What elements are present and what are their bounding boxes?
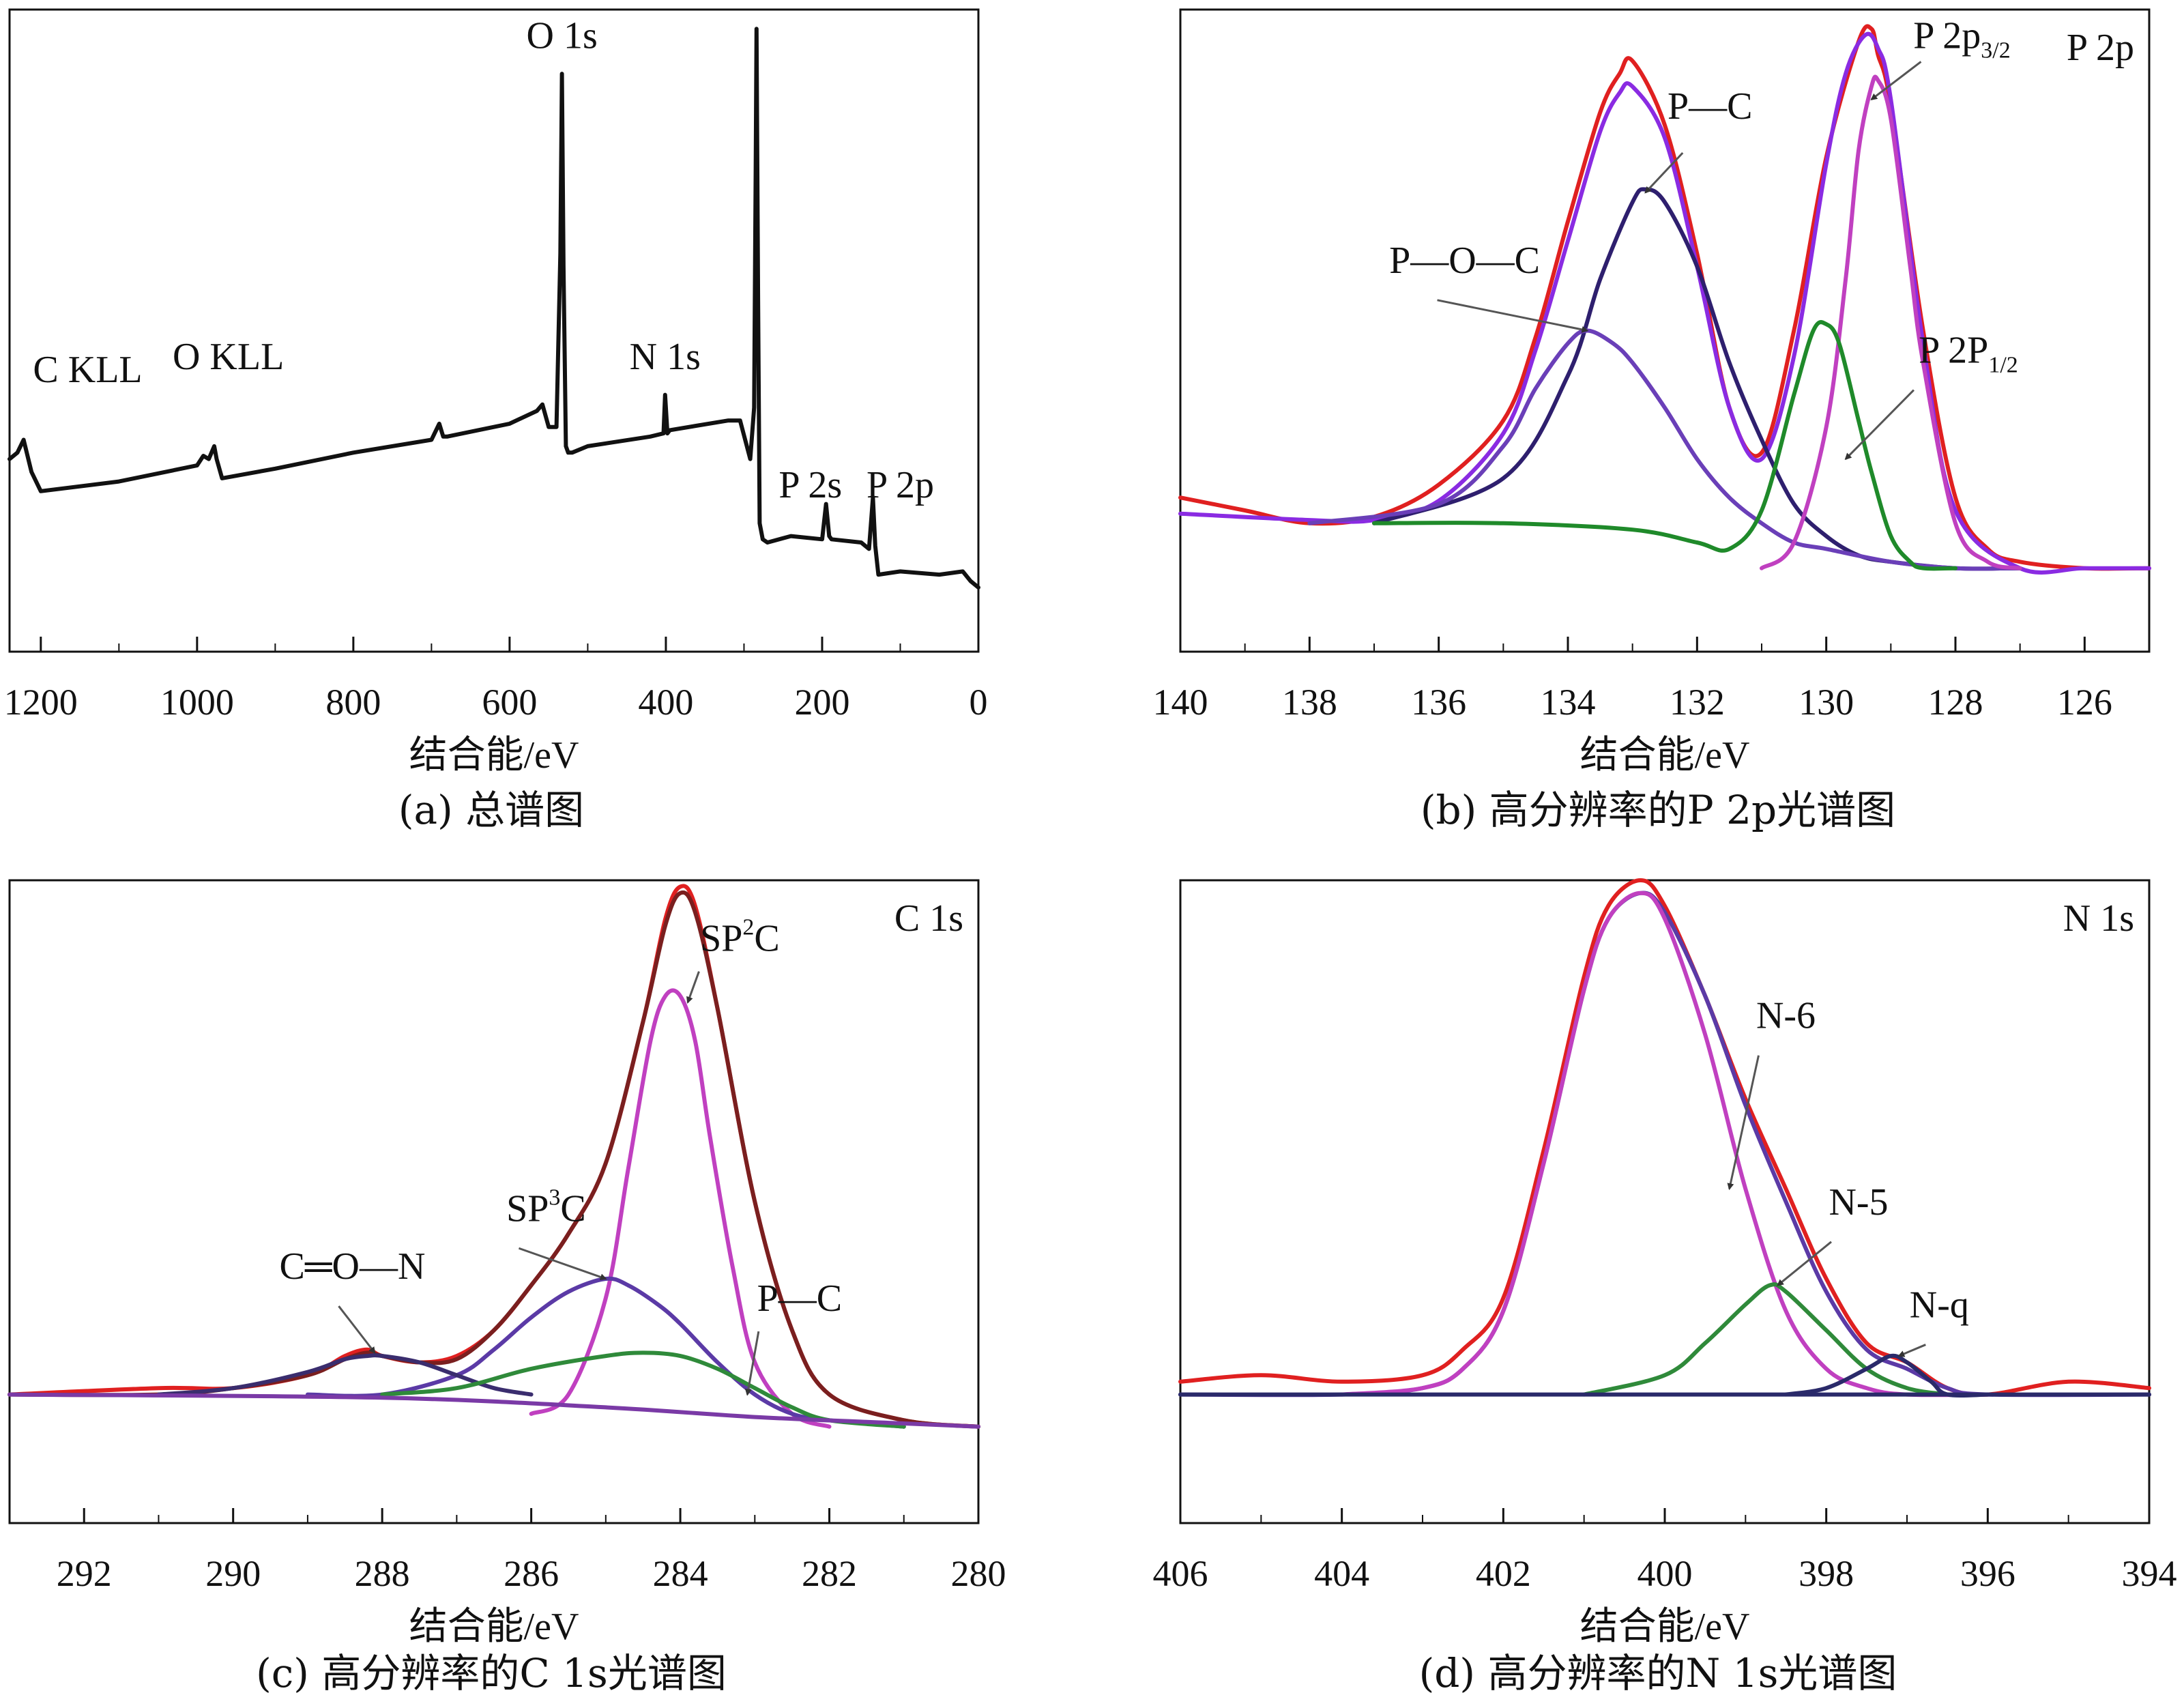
annotation-label: O 1s (527, 14, 598, 57)
chart-d: 406 404 402 400 398 396 394 结合能/eV N 1s N-6 N-5 N-q (1153, 878, 2177, 1648)
annotation-label: P 2p3/2 (1913, 14, 2011, 63)
chart-title: N 1s (2063, 897, 2134, 940)
x-axis-label: 结合能/eV (1580, 734, 1750, 777)
series-raw (1178, 878, 2151, 1397)
caption-a: (a) 总谱图 (398, 787, 585, 833)
annotation-label: P—O—C (1389, 240, 1540, 282)
x-tick-label: 398 (1799, 1553, 1854, 1594)
series-n-5 (1582, 1282, 1950, 1397)
x-tick-label: 284 (653, 1553, 708, 1594)
annotation-label: SP2C (700, 915, 780, 960)
chart-title: C 1s (894, 897, 963, 940)
annotation-label: SP3C (506, 1185, 586, 1230)
x-tick-label: 800 (325, 682, 381, 723)
x-tick-label: 280 (951, 1553, 1006, 1594)
annotation-label: O KLL (173, 336, 284, 378)
annotation-arrow (1644, 151, 1684, 194)
x-tick-label: 140 (1153, 682, 1208, 723)
x-tick-label: 286 (504, 1553, 559, 1594)
chart-c: 292 290 288 286 284 282 280 结合能/eV C 1s SP2C SP3C C… (8, 879, 1006, 1648)
x-axis-label: 结合能/eV (409, 734, 579, 777)
annotation-label: P—C (1668, 85, 1753, 128)
annotation-label: P 2P1/2 (1919, 330, 2018, 378)
annotation-arrow (518, 1247, 607, 1281)
series-n-6 (1339, 891, 1990, 1398)
x-tick-label: 136 (1411, 682, 1466, 723)
annotation-arrow (1870, 61, 1922, 100)
x-axis-label: 结合能/eV (409, 1606, 579, 1648)
annotation-arrow (744, 1331, 760, 1396)
caption-c: (c) 高分辨率的C 1s光谱图 (256, 1650, 727, 1696)
x-tick-label: 292 (57, 1553, 112, 1594)
x-tick-label: 126 (2057, 682, 2112, 723)
chart-b: 140 138 136 134 132 130 128 126 结合能/eV P 2p P—C P—O… (1153, 8, 2151, 777)
series-sp2c (529, 988, 832, 1429)
x-tick-label: 134 (1541, 682, 1596, 723)
series-raw (1178, 24, 2151, 571)
x-axis-label: 结合能/eV (1580, 1606, 1750, 1648)
annotation-arrow (1437, 299, 1589, 333)
x-tick-label: 396 (1960, 1553, 2015, 1594)
x-tick-label: 404 (1314, 1553, 1369, 1594)
series-fit-envelope (1178, 891, 2151, 1398)
x-tick-label: 1200 (4, 682, 78, 723)
x-tick-label: 282 (802, 1553, 857, 1594)
x-tick-label: 400 (638, 682, 693, 723)
x-tick-label: 600 (482, 682, 537, 723)
annotation-arrow (686, 971, 700, 1004)
annotation-label: P 2s (778, 464, 842, 506)
x-tick-label: 400 (1637, 1553, 1693, 1594)
caption-b: (b) 高分辨率的P 2p光谱图 (1420, 787, 1896, 833)
x-tick-label: 138 (1282, 682, 1337, 723)
annotation-label: N-6 (1756, 995, 1816, 1037)
x-tick-label: 130 (1799, 682, 1854, 723)
series-p-2p3-2 (1760, 74, 2022, 570)
x-tick-label: 402 (1476, 1553, 1531, 1594)
x-tick-label: 1000 (160, 682, 234, 723)
annotation-arrow (1897, 1344, 1926, 1357)
series-raw (8, 884, 980, 1429)
x-tick-label: 128 (1928, 682, 1983, 723)
annotation-label: C KLL (33, 349, 142, 391)
series-baseline (8, 1392, 980, 1429)
annotation-arrow (1777, 1241, 1832, 1286)
x-tick-label: 200 (794, 682, 849, 723)
chart-title: P 2p (2067, 27, 2134, 69)
annotation-arrow (338, 1305, 376, 1354)
annotation-label: C═O—N (280, 1245, 426, 1288)
annotation-arrow (1727, 1055, 1760, 1191)
series-survey (8, 27, 980, 590)
x-tick-label: 290 (205, 1553, 261, 1594)
plot-frame (8, 879, 980, 1524)
series-p-2p1-2 (1372, 320, 1957, 571)
x-tick-label: 394 (2122, 1553, 2177, 1594)
series-p-o-c (1307, 328, 2022, 571)
plot-frame (1179, 8, 2151, 653)
annotation-label: N 1s (630, 336, 701, 378)
series-p-c (380, 1350, 906, 1429)
series-fit-envelope (8, 890, 980, 1429)
plot-frame (1179, 879, 2151, 1524)
x-tick-label: 406 (1153, 1553, 1208, 1594)
annotation-arrow (1844, 389, 1915, 461)
annotation-label: N-5 (1829, 1181, 1888, 1224)
annotation-label: N-q (1910, 1284, 1969, 1327)
x-tick-label: 288 (355, 1553, 410, 1594)
caption-d: (d) 高分辨率的N 1s光谱图 (1418, 1650, 1897, 1696)
x-tick-label: 132 (1670, 682, 1725, 723)
series-c-o-n (156, 1353, 534, 1397)
series-fit-envelope (1178, 31, 2151, 575)
annotation-label: P—C (757, 1277, 843, 1320)
annotation-label: P 2p (867, 464, 934, 506)
plot-frame (8, 8, 980, 653)
x-tick-label: 0 (970, 682, 988, 723)
